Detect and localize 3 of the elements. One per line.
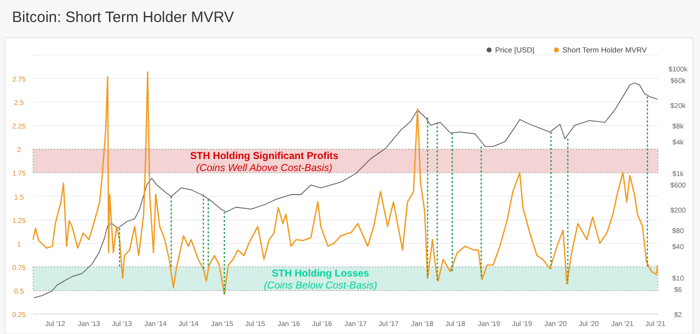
band-label: STH Holding Significant Profits (Coins Well Above Cost-Basis) [190, 150, 339, 174]
chart-title: Bitcoin: Short Term Holder MVRV [12, 9, 234, 26]
band-label: STH Holding Losses (Coins Below Cost-Basis) [264, 268, 378, 292]
